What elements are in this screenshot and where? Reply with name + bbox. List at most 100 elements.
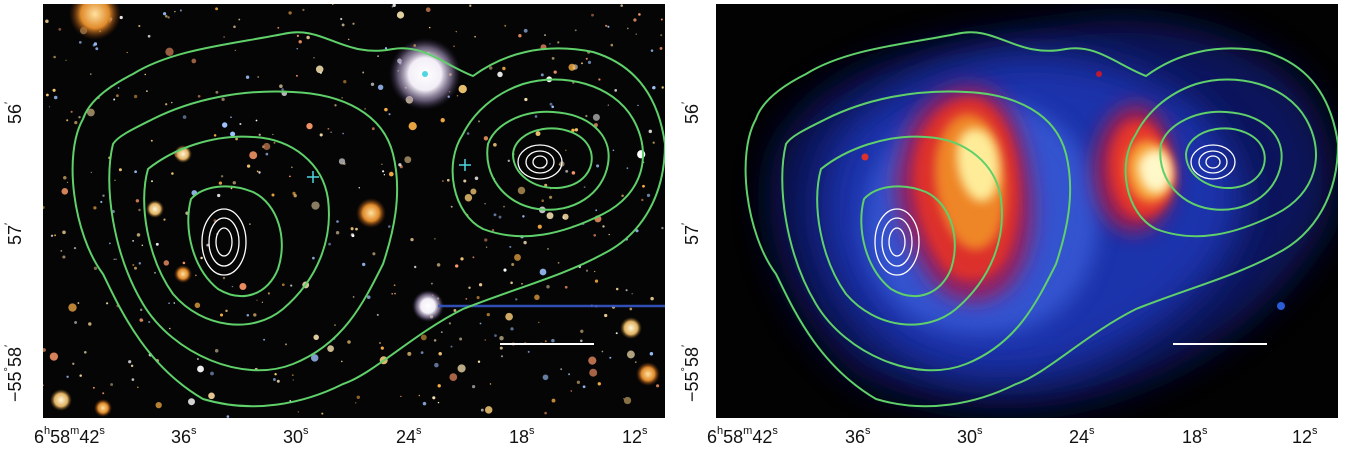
galaxy-dot	[155, 242, 159, 246]
galaxy-dot	[362, 262, 366, 267]
galaxy-dot	[541, 199, 544, 202]
galaxy-dot	[362, 71, 365, 74]
galaxy-dot	[646, 193, 651, 198]
galaxy-dot	[527, 350, 530, 353]
galaxy-dot	[74, 120, 78, 125]
galaxy-dot	[610, 43, 614, 47]
white-contour-rr1	[1190, 144, 1236, 180]
xray-emission	[769, 20, 1335, 409]
centroid-markers-left	[307, 159, 471, 183]
galaxy-dot	[468, 286, 471, 290]
galaxy-dot	[638, 13, 641, 16]
galaxy-dot	[219, 313, 224, 317]
galaxy-dot	[544, 411, 547, 415]
galaxy-dot	[551, 57, 555, 60]
galaxy-dot	[594, 270, 596, 273]
galaxy-dot	[535, 131, 541, 137]
galaxy-dot	[557, 262, 560, 264]
galaxy-dot	[629, 307, 633, 311]
galaxy-dot	[48, 106, 51, 108]
galaxy-dot	[72, 362, 75, 365]
galaxy-dot	[507, 159, 510, 162]
galaxy-dot	[598, 78, 601, 81]
galaxy-dot	[547, 248, 549, 250]
x-tick-left-42: 6h58m42s	[34, 425, 105, 447]
galaxy-dot	[537, 224, 542, 229]
galaxy-dot	[518, 34, 522, 38]
galaxy-dot	[620, 4, 623, 7]
galaxy-dot	[222, 122, 228, 128]
galaxy-dot	[53, 95, 58, 100]
galaxy-dot	[74, 321, 78, 324]
galaxy-dot	[341, 23, 345, 27]
galaxy-dot	[585, 114, 588, 118]
galaxy-dot	[388, 113, 391, 116]
x-tick-left-30: 30s	[283, 425, 309, 447]
galaxy-dot	[302, 8, 305, 12]
orange-galaxy	[356, 198, 386, 228]
white-contour-rr2	[1198, 150, 1228, 174]
galaxy-dot	[500, 355, 504, 358]
galaxy-dot	[440, 331, 443, 333]
galaxy-dot	[334, 324, 336, 326]
galaxy-dot	[223, 36, 225, 38]
galaxy-dot	[62, 230, 66, 235]
galaxy-dot	[163, 260, 170, 266]
galaxy-dot	[587, 60, 592, 65]
galaxy-dot	[635, 229, 639, 233]
galaxy-dot	[132, 263, 135, 267]
x-tick-right-12: 12s	[1292, 425, 1318, 447]
galaxy-dot	[340, 17, 343, 21]
galaxy-dot	[478, 283, 483, 287]
galaxy-dot	[582, 385, 586, 389]
galaxy-left-1	[174, 145, 192, 163]
galaxy-dot	[597, 382, 601, 386]
galaxy-dot	[551, 398, 556, 403]
galaxy-dot	[90, 73, 92, 75]
galaxy-dot	[466, 132, 470, 135]
galaxy-dot	[565, 169, 569, 173]
galaxy-right-lower	[620, 317, 642, 339]
galaxy-dot	[93, 206, 97, 210]
contour-2-r	[781, 90, 1072, 372]
galaxy-dot	[88, 322, 92, 326]
galaxy-dot	[546, 285, 550, 289]
galaxy-dot	[297, 411, 299, 413]
galaxy-dot	[327, 127, 330, 130]
galaxy-dot	[661, 86, 664, 89]
galaxy-dot	[498, 215, 502, 219]
galaxy-dot	[115, 258, 117, 260]
galaxy-dot	[347, 38, 350, 41]
point-source-1	[861, 153, 869, 161]
galaxy-dot	[232, 181, 237, 185]
galaxy-dot	[504, 24, 507, 27]
galaxy-dot	[138, 24, 141, 28]
galaxy-dot	[54, 234, 57, 237]
galaxy-dot	[523, 240, 527, 245]
galaxy-dot	[165, 103, 168, 106]
galaxy-dot	[463, 179, 467, 183]
galaxy-dot	[133, 94, 138, 99]
galaxy-dot	[255, 119, 258, 122]
galaxy-bottom-left2	[94, 399, 112, 417]
bright-star-core	[422, 71, 428, 77]
galaxy-dot	[342, 132, 344, 135]
galaxy-dot	[313, 334, 319, 341]
galaxy-dot	[437, 384, 441, 388]
galaxy-dot	[499, 346, 503, 350]
galaxy-dot	[493, 213, 497, 217]
galaxy-dot	[384, 47, 388, 50]
galaxy-dot	[458, 84, 467, 94]
galaxy-dot	[134, 170, 137, 174]
galaxy-dot	[661, 226, 664, 230]
galaxy-dot	[391, 293, 393, 295]
galaxy-dot	[515, 298, 518, 301]
galaxy-dot	[174, 10, 176, 13]
galaxy-dot	[135, 199, 140, 203]
galaxy-left-3	[174, 265, 192, 283]
galaxy-dot	[376, 313, 379, 316]
galaxy-dot	[634, 361, 637, 363]
galaxy-dot	[109, 242, 111, 245]
galaxy-dot	[551, 338, 555, 343]
galaxy-dot	[625, 289, 628, 292]
